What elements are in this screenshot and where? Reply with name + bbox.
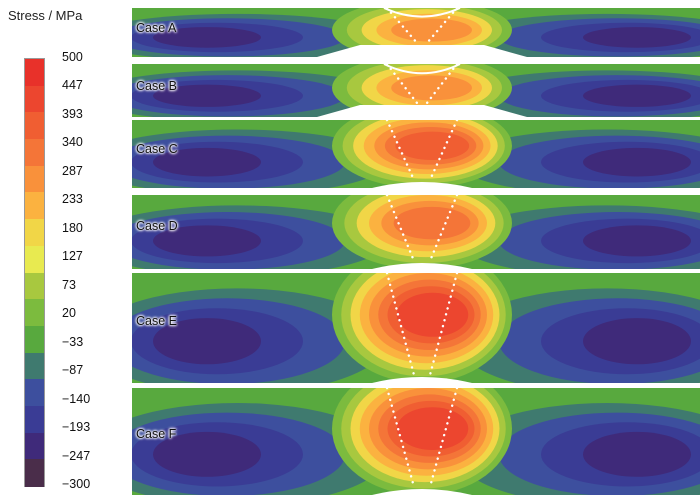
colorbar-tick-label: −247	[62, 448, 91, 463]
colorbar-swatch	[25, 59, 44, 87]
colorbar-swatch	[25, 352, 44, 380]
colorbar-swatch	[25, 192, 44, 220]
dotted-guide-line	[385, 195, 416, 263]
contour-band	[583, 225, 691, 257]
contour-panel: Case B	[132, 64, 700, 117]
colorbar-swatch	[25, 112, 44, 140]
colorbar-tick-label: 287	[62, 163, 83, 178]
colorbar-tick-label: 127	[62, 249, 83, 264]
contour-band	[391, 18, 472, 42]
contour-band	[583, 431, 691, 477]
ridge-arc	[383, 8, 461, 18]
contour-band	[583, 318, 691, 365]
ridge-profile	[317, 105, 527, 117]
case-label: Case C	[136, 141, 178, 156]
contour-band	[583, 27, 691, 48]
ridge-profile	[372, 182, 472, 188]
ridge-profile	[372, 377, 472, 383]
case-label: Case E	[136, 313, 177, 328]
contour-band	[396, 407, 469, 451]
colorbar-swatch	[25, 219, 44, 247]
contour-panel: Case A	[132, 8, 700, 57]
colorbar-swatch	[25, 405, 44, 434]
case-label: Case A	[136, 21, 177, 36]
colorbar-swatch	[25, 299, 44, 327]
colorbar-tick-label: 233	[62, 192, 83, 207]
contour-plot	[132, 388, 700, 495]
contour-plot	[132, 64, 700, 117]
contour-plot	[132, 273, 700, 383]
colorbar-tick-label: −193	[62, 420, 91, 435]
contour-band	[393, 206, 471, 240]
contour-band	[153, 318, 261, 365]
colorbar-swatch	[25, 432, 44, 460]
contour-panel: Case E	[132, 273, 700, 383]
colorbar-tick-label: 500	[62, 50, 83, 64]
colorbar-swatch	[25, 245, 44, 273]
case-label: Case F	[136, 427, 177, 442]
dotted-guide-line	[385, 120, 416, 182]
contour-panel: Case F	[132, 388, 700, 495]
contour-band	[583, 84, 691, 107]
colorbar-tick-label: 340	[62, 135, 83, 150]
dotted-guide-line	[428, 195, 459, 263]
colorbar-swatch	[25, 272, 44, 300]
ridge-profile	[372, 489, 472, 495]
dotted-guide-line	[428, 388, 459, 489]
contour-band	[153, 225, 261, 257]
contour-plot	[132, 120, 700, 188]
dotted-guide-line	[385, 388, 416, 489]
colorbar-swatch	[25, 85, 44, 113]
contour-panel: Case D	[132, 195, 700, 269]
dotted-guide-line	[428, 120, 459, 182]
colorbar-swatch	[25, 459, 44, 487]
contour-plot	[132, 195, 700, 269]
contour-band	[153, 84, 261, 107]
colorbar-tick-label: −140	[62, 391, 91, 406]
case-label: Case D	[136, 219, 178, 234]
contour-band	[395, 131, 470, 161]
colorbar-tick-label: 20	[62, 306, 76, 321]
contour-band	[153, 27, 261, 48]
colorbar-title: Stress / MPa	[8, 8, 83, 23]
colorbar-tick-label: −300	[62, 477, 91, 491]
contour-band	[391, 75, 472, 101]
colorbar-swatch	[25, 139, 44, 167]
ridge-profile	[372, 263, 472, 269]
colorbar-tick-label: 393	[62, 106, 83, 121]
contour-band	[153, 147, 261, 177]
colorbar-swatch	[25, 165, 44, 193]
ridge-arc	[383, 64, 461, 75]
case-label: Case B	[136, 78, 177, 93]
contour-band	[153, 431, 261, 477]
dotted-guide-line	[385, 273, 416, 377]
ridge-profile	[317, 45, 527, 57]
colorbar-tick-label: 73	[62, 277, 76, 292]
dotted-guide-line	[425, 64, 459, 105]
dotted-guide-line	[428, 273, 459, 377]
contour-band	[583, 147, 691, 177]
contour-plot	[132, 8, 700, 57]
contour-band	[396, 292, 469, 337]
colorbar-swatch	[25, 325, 44, 354]
colorbar-tick-label: 447	[62, 78, 83, 93]
contour-panel: Case C	[132, 120, 700, 188]
colorbar-swatch	[25, 379, 44, 407]
colorbar-tick-label: −87	[62, 363, 84, 378]
colorbar-tick-label: −33	[62, 334, 84, 349]
colorbar-tick-label: 180	[62, 220, 83, 235]
dotted-guide-line	[385, 64, 419, 105]
colorbar	[24, 58, 45, 487]
